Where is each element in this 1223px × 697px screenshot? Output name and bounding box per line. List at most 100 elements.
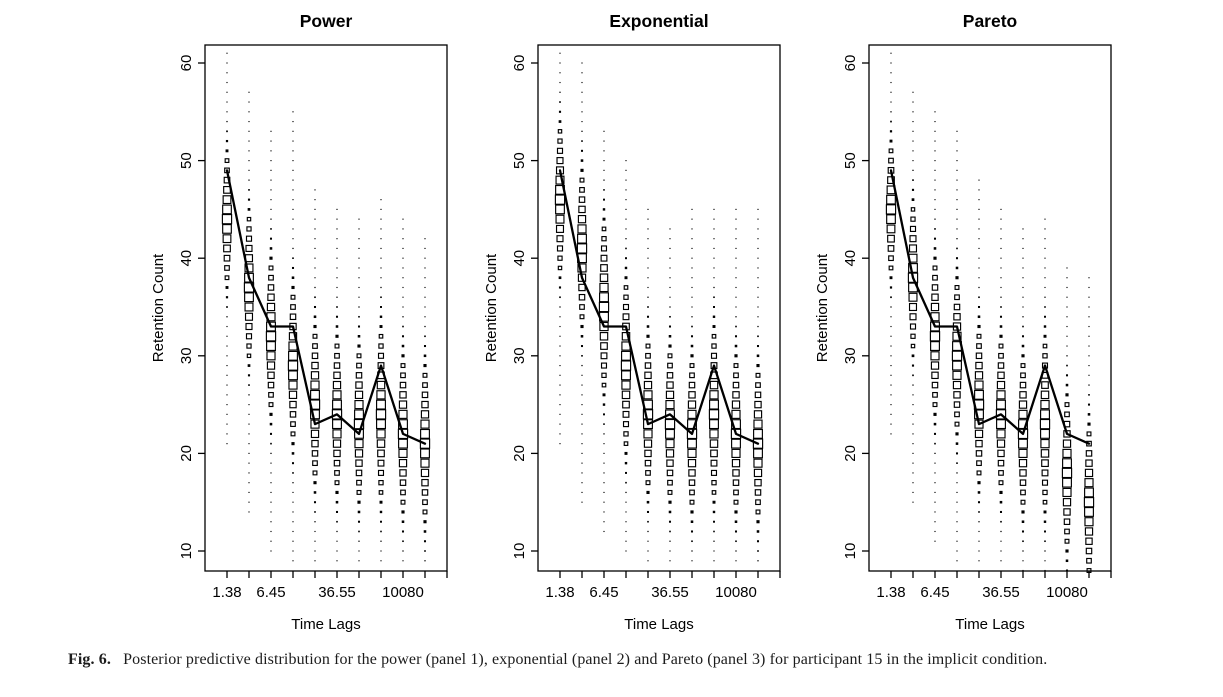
predictive-dot [647, 530, 649, 533]
predictive-dot [270, 452, 272, 455]
predictive-dot [559, 374, 561, 376]
predictive-dot [978, 560, 980, 562]
predictive-dot [713, 540, 715, 542]
predictive-dot [890, 296, 892, 299]
predictive-square [996, 390, 1006, 400]
predictive-dot [379, 325, 383, 328]
predictive-dot [691, 550, 693, 552]
predictive-dot [890, 364, 892, 367]
predictive-square [601, 236, 607, 242]
predictive-dot [580, 335, 584, 338]
predictive-dot [292, 189, 294, 191]
predictive-square [975, 439, 983, 448]
predictive-dot [691, 296, 693, 298]
predictive-dot [734, 510, 738, 514]
predictive-square [377, 352, 385, 359]
predictive-dot [1022, 560, 1024, 562]
predictive-square [620, 360, 632, 371]
predictive-dot [911, 364, 915, 367]
predictive-square [265, 331, 277, 342]
predictive-dot [270, 130, 272, 132]
predictive-square [334, 343, 340, 349]
predictive-dot [602, 208, 606, 211]
predictive-dot [1088, 345, 1090, 347]
predictive-dot [1022, 228, 1024, 230]
predictive-dot [1044, 238, 1046, 240]
predictive-dot [292, 257, 294, 260]
predictive-square [954, 411, 960, 418]
predictive-square [755, 499, 761, 506]
predictive-dot [358, 550, 360, 552]
predictive-square [1040, 428, 1050, 439]
predictive-dot [559, 443, 561, 445]
predictive-dot [247, 208, 251, 211]
predictive-square [1085, 459, 1093, 467]
predictive-square [356, 479, 362, 486]
predictive-dot [423, 345, 427, 348]
predictive-dot [890, 433, 892, 435]
predictive-dot [1000, 296, 1002, 298]
predictive-square [312, 470, 318, 476]
caption-text: Posterior predictive distribution for th… [123, 651, 1048, 668]
predictive-dot [1066, 355, 1068, 357]
predictive-square [622, 421, 630, 428]
predictive-dot [624, 461, 628, 465]
predictive-dot [1088, 316, 1090, 318]
predictive-dot [1043, 325, 1047, 328]
predictive-dot [248, 482, 250, 484]
predictive-dot [956, 491, 958, 494]
predictive-dot [713, 257, 715, 259]
predictive-dot [336, 267, 338, 269]
predictive-dot [647, 257, 649, 259]
predictive-dot [956, 179, 958, 181]
predictive-dot [559, 325, 561, 328]
predictive-square [732, 469, 740, 477]
predictive-dot [335, 315, 339, 318]
predictive-square [420, 458, 430, 468]
predictive-square [421, 478, 429, 487]
predictive-square [976, 333, 982, 339]
predictive-dot [1000, 550, 1002, 552]
predictive-square [555, 175, 565, 185]
predictive-square [353, 418, 365, 430]
predictive-square [354, 439, 364, 449]
predictive-dot [1088, 335, 1090, 337]
predictive-square [600, 342, 608, 350]
predictive-square [888, 148, 894, 154]
predictive-dot [691, 316, 693, 318]
predictive-square [932, 274, 938, 281]
predictive-dot [581, 491, 583, 494]
predictive-square [888, 265, 894, 271]
predictive-square [332, 399, 342, 410]
predictive-square [378, 333, 384, 339]
predictive-dot [357, 500, 361, 504]
predictive-dot [1066, 277, 1068, 279]
predictive-dot [581, 462, 583, 464]
predictive-dot [270, 169, 272, 171]
predictive-dot [977, 491, 981, 494]
predictive-dot [912, 462, 914, 464]
predictive-dot [423, 354, 427, 358]
predictive-dot [757, 228, 759, 230]
predictive-dot [603, 530, 605, 533]
predictive-dot [625, 481, 627, 484]
predictive-dot [1044, 296, 1046, 298]
predictive-square [952, 360, 962, 371]
predictive-dot [1000, 540, 1002, 542]
y-axis-label: Retention Count [483, 253, 500, 362]
predictive-square [578, 196, 586, 203]
predictive-dot [581, 374, 583, 376]
predictive-square [222, 195, 232, 205]
figure-caption: Fig. 6. Posterior predictive distributio… [68, 651, 1198, 669]
predictive-square [311, 450, 319, 457]
predictive-square [577, 233, 587, 244]
predictive-dot [956, 521, 958, 523]
predictive-dot [1066, 267, 1068, 269]
predictive-dot [890, 423, 892, 425]
predictive-dot [956, 511, 958, 513]
x-tick-label: 10080 [382, 584, 424, 601]
predictive-dot [336, 277, 338, 279]
retention-line [558, 169, 760, 445]
predictive-dot [559, 394, 561, 396]
predictive-dot [292, 247, 294, 250]
